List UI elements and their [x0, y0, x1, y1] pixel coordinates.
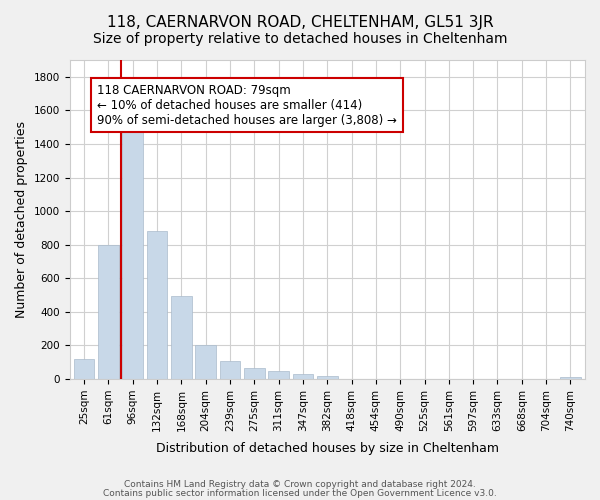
Bar	[122, 132, 143, 379]
Text: Size of property relative to detached houses in Cheltenham: Size of property relative to detached ho…	[93, 32, 507, 46]
Text: 118, CAERNARVON ROAD, CHELTENHAM, GL51 3JR: 118, CAERNARVON ROAD, CHELTENHAM, GL51 3…	[107, 15, 493, 30]
Y-axis label: Number of detached properties: Number of detached properties	[15, 121, 28, 318]
Bar	[220, 362, 241, 379]
Text: Contains HM Land Registry data © Crown copyright and database right 2024.: Contains HM Land Registry data © Crown c…	[124, 480, 476, 489]
Bar	[293, 374, 313, 379]
Bar	[74, 359, 94, 379]
Bar	[147, 232, 167, 379]
Text: Contains public sector information licensed under the Open Government Licence v3: Contains public sector information licen…	[103, 488, 497, 498]
Bar	[317, 376, 338, 379]
Bar	[244, 368, 265, 379]
X-axis label: Distribution of detached houses by size in Cheltenham: Distribution of detached houses by size …	[156, 442, 499, 455]
Bar	[196, 344, 216, 379]
Bar	[171, 296, 192, 379]
Bar	[98, 244, 119, 379]
Bar	[560, 378, 581, 379]
Text: 118 CAERNARVON ROAD: 79sqm
← 10% of detached houses are smaller (414)
90% of sem: 118 CAERNARVON ROAD: 79sqm ← 10% of deta…	[97, 84, 397, 126]
Bar	[268, 370, 289, 379]
